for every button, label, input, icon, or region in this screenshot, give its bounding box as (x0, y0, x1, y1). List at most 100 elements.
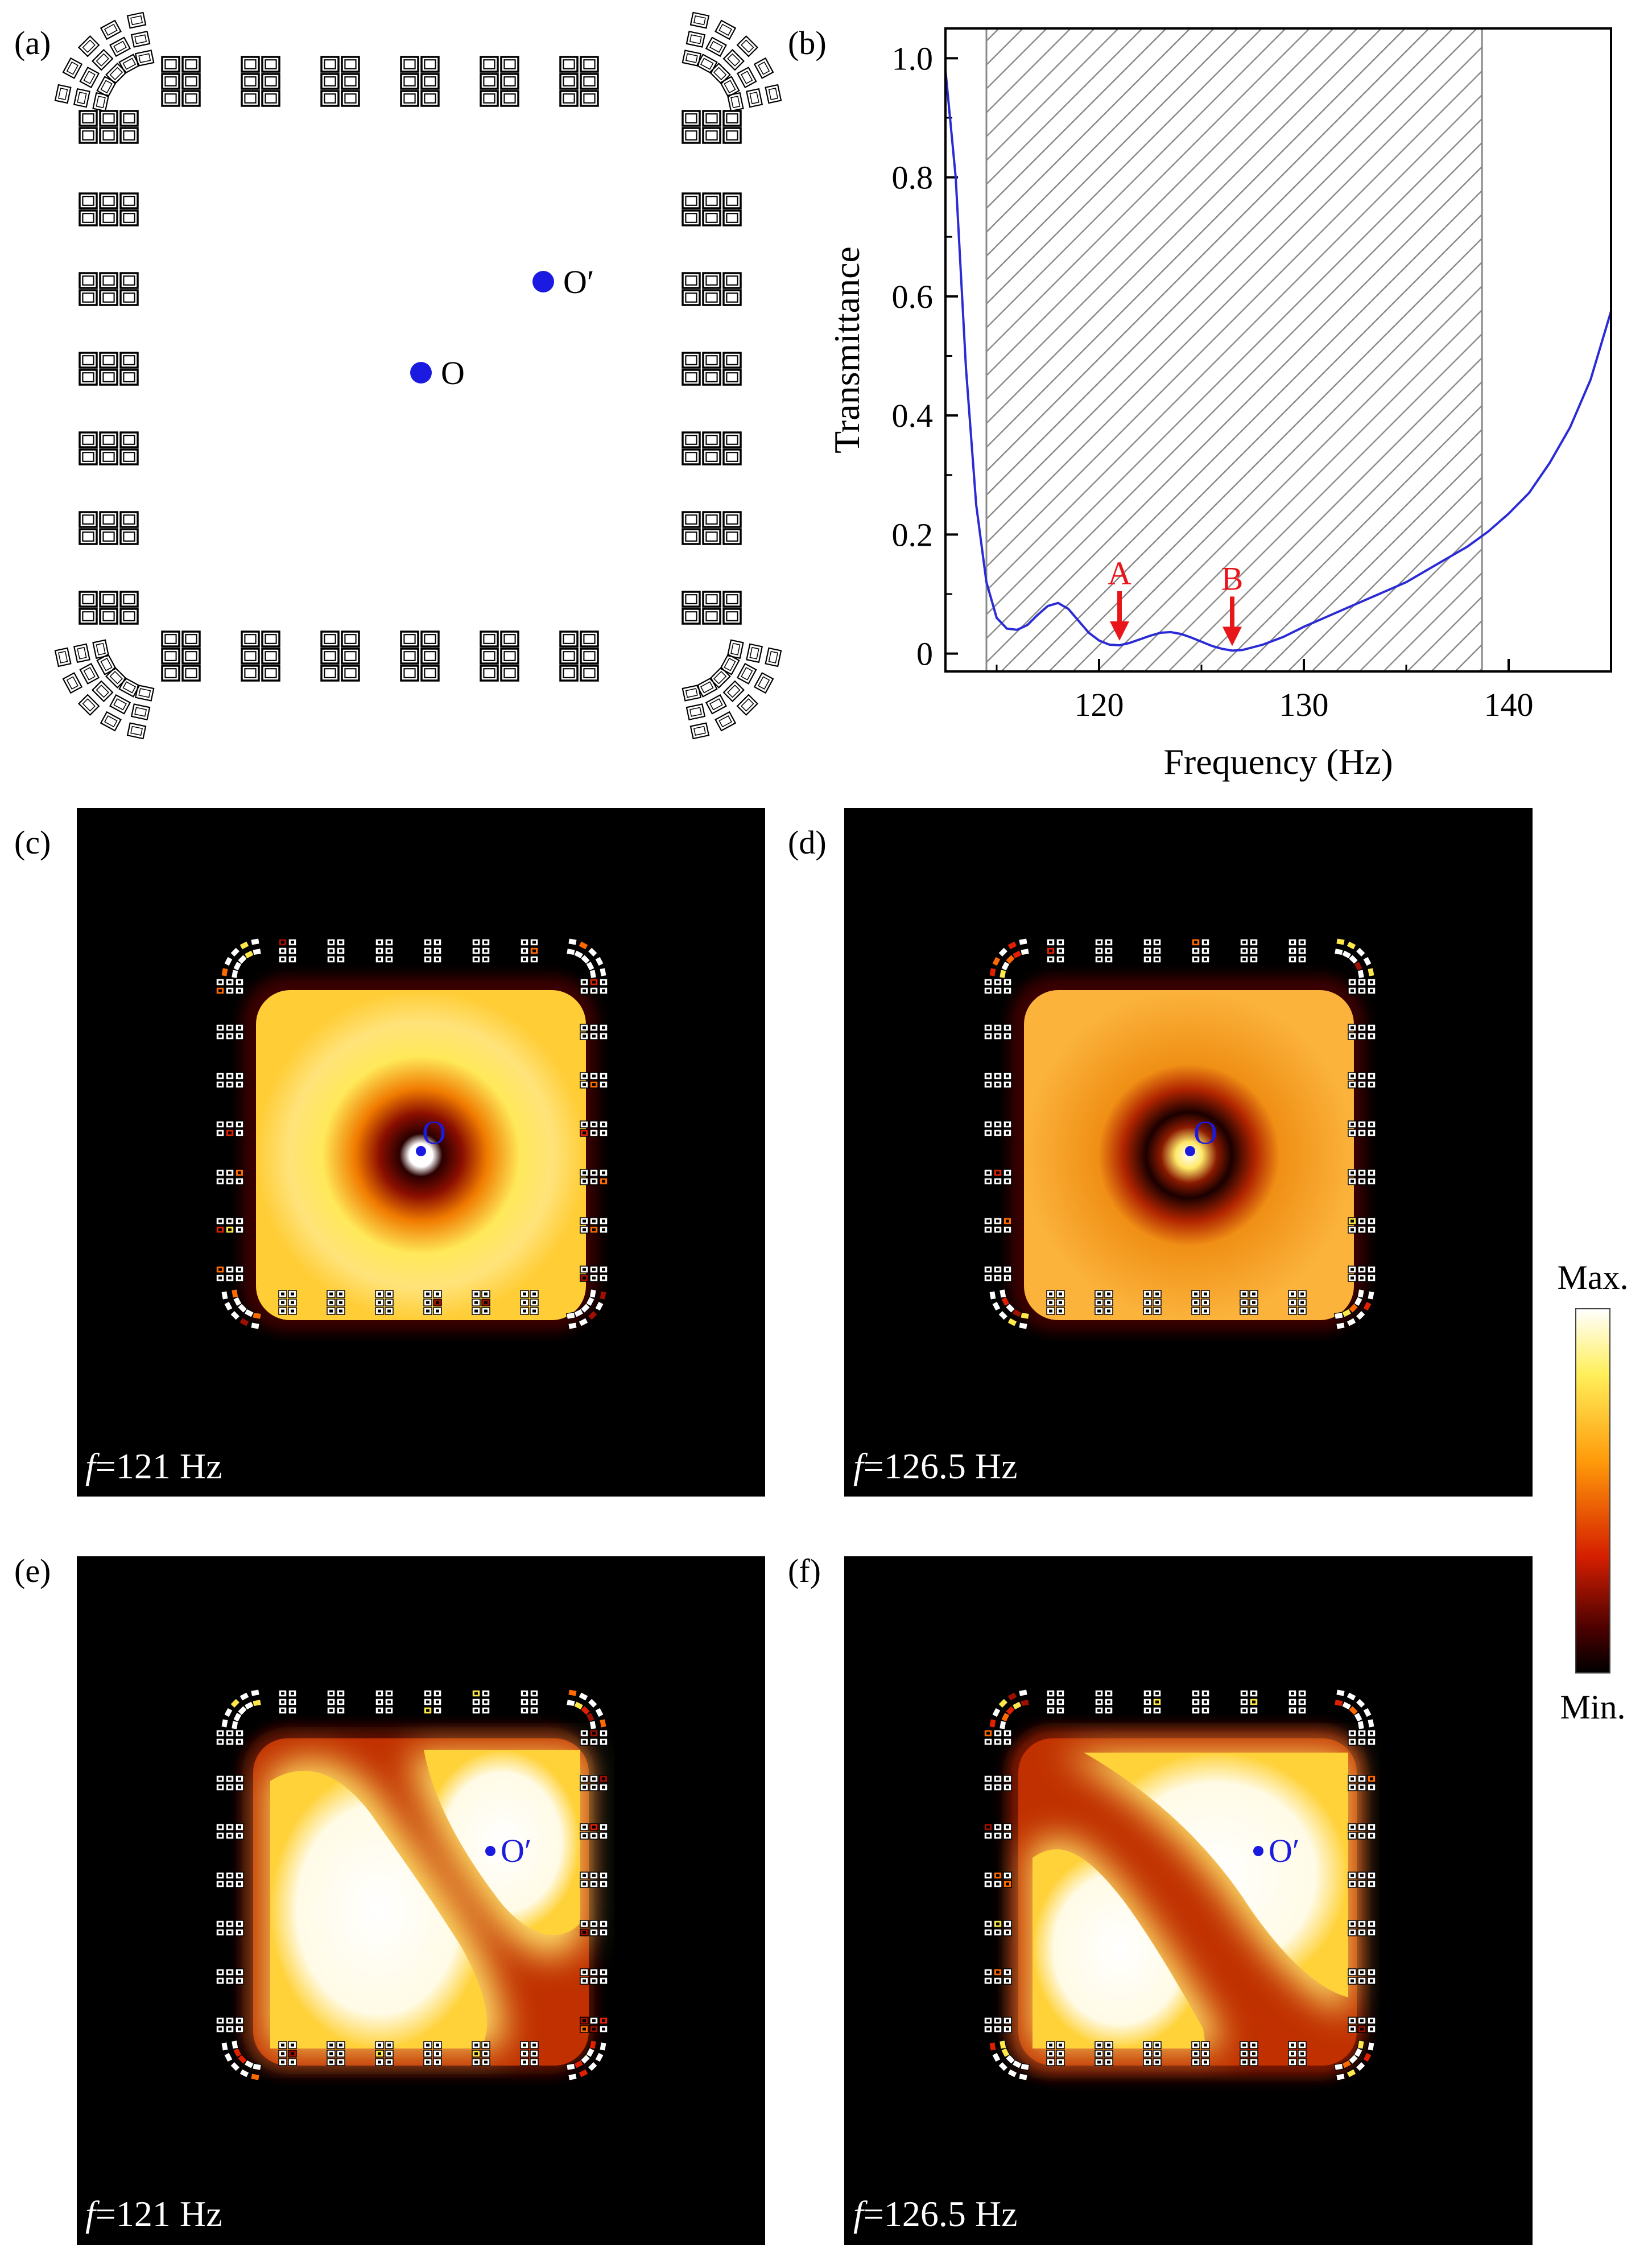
resonator-cell (472, 1290, 481, 1298)
resonator-cell (278, 2058, 287, 2066)
resonator-cell (375, 955, 384, 963)
resonator-cell (235, 987, 244, 995)
resonator-cell (1288, 1299, 1297, 1306)
resonator-cell (1046, 947, 1055, 955)
resonator-cell (472, 955, 481, 963)
resonator-cell (1298, 2050, 1307, 2058)
high-pressure-lobe (1032, 1849, 1206, 2048)
panel-a-schematic: O O′ (54, 11, 782, 740)
resonator-cell (1357, 2017, 1366, 2025)
resonator-cell (520, 1698, 529, 1706)
resonator-cell (520, 1290, 529, 1298)
resonator-cell (472, 938, 481, 946)
resonator-cell (221, 967, 229, 977)
resonator-cell (599, 1977, 608, 1985)
resonator-cell (559, 665, 579, 682)
resonator-cell (1201, 955, 1210, 963)
resonator-cell (400, 648, 419, 665)
resonator-cell (589, 1274, 598, 1282)
resonator-cell (1357, 1129, 1366, 1137)
resonator-cell (1003, 1072, 1012, 1080)
resonator-cell (1020, 947, 1030, 956)
resonator-cell (1007, 1317, 1018, 1328)
resonator-cell (341, 665, 360, 682)
resonator-cell (722, 272, 742, 289)
resonator-cell (385, 1689, 394, 1697)
resonator-cell (261, 73, 280, 90)
resonator-cell (599, 1832, 608, 1840)
resonator-cell (223, 2052, 233, 2063)
resonator-cell (1348, 1081, 1357, 1089)
resonator-cell (1249, 1307, 1258, 1315)
resonator-cell (599, 1072, 608, 1080)
resonator-cell (984, 1072, 993, 1080)
resonator-cell (161, 73, 180, 90)
resonator-cell (587, 946, 598, 958)
resonator-cell (230, 969, 239, 979)
resonator-cell (216, 1729, 225, 1737)
resonator-cell (119, 272, 139, 289)
resonator-cell (100, 711, 122, 732)
resonator-cell (580, 90, 599, 107)
resonator-cell (1056, 938, 1065, 946)
resonator-cell (54, 84, 72, 104)
resonator-cell (589, 1169, 598, 1177)
resonator-cell (1143, 2041, 1152, 2049)
resonator-cell (722, 528, 742, 545)
resonator-cell (580, 954, 591, 965)
resonator-cell (420, 665, 440, 682)
resonator-cell (993, 978, 1002, 986)
panel-d-map: O f=126.5 Hz (844, 808, 1533, 1497)
resonator-cell (589, 2025, 598, 2033)
resonator-cell (161, 90, 180, 107)
resonator-cell (500, 630, 519, 648)
resonator-cell (1348, 1705, 1359, 1716)
resonator-cell (216, 1266, 225, 1273)
high-pressure-lobe (424, 1750, 580, 1935)
bandgap-region (985, 27, 1483, 673)
resonator-cell (1003, 1274, 1012, 1282)
resonator-cell (580, 1072, 589, 1080)
resonator-cell (559, 90, 579, 107)
resonator-cell (79, 289, 98, 306)
resonator-cell (243, 2059, 255, 2070)
resonator-cell (530, 1299, 539, 1306)
resonator-cell (100, 19, 122, 40)
resonator-cell (580, 648, 599, 665)
transmittance-curve (944, 70, 1612, 652)
resonator-cell (79, 352, 98, 369)
resonator-cell (250, 1322, 260, 1330)
resonator-cell (250, 938, 260, 946)
resonator-cell (580, 1081, 589, 1089)
y-tick-label: 0.4 (892, 397, 934, 434)
resonator-cell (1011, 2059, 1023, 2070)
panel-c-map: O f=121 Hz (77, 808, 765, 1497)
resonator-cell (736, 67, 757, 89)
resonator-cell (99, 110, 118, 127)
resonator-cell (1348, 1129, 1357, 1137)
resonator-cell (1367, 1129, 1376, 1137)
annotation-label: B (1221, 560, 1244, 597)
resonator-cell (161, 630, 180, 648)
resonator-cell (288, 1290, 297, 1298)
resonator-cell (1003, 1120, 1012, 1128)
resonator-cell (1046, 938, 1055, 946)
resonator-cell (1367, 1032, 1376, 1040)
resonator-cell (480, 90, 499, 107)
resonator-cell (520, 2041, 529, 2049)
resonator-cell (580, 1729, 589, 1737)
resonator-cell (481, 1307, 490, 1315)
resonator-cell (765, 647, 782, 667)
resonator-cell (702, 110, 721, 127)
resonator-cell (161, 648, 180, 665)
resonator-cell (1348, 1303, 1359, 1314)
resonator-cell (589, 2039, 597, 2050)
resonator-cell (599, 1729, 608, 1737)
resonator-cell (288, 2050, 297, 2058)
resonator-cell (589, 1832, 598, 1840)
resonator-cell (599, 1968, 608, 1976)
resonator-cell (580, 1775, 589, 1783)
resonator-cell (1357, 1120, 1366, 1128)
resonator-cell (1153, 2058, 1162, 2066)
resonator-cell (520, 938, 529, 946)
